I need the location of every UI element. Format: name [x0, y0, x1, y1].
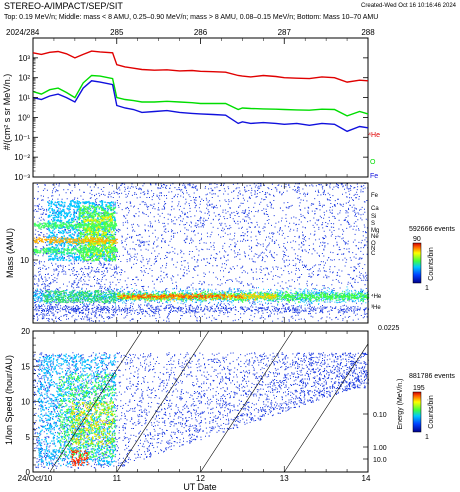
bottom-colorbar-label: Counts/bin [428, 395, 435, 429]
top-ytick-label: 10¹ [18, 94, 30, 103]
middle-species-streak [33, 220, 118, 230]
bottom-xtick-label: 14 [362, 474, 371, 483]
top-ytick-label: 10² [18, 74, 30, 83]
bottom-density-high [58, 373, 117, 459]
top-ytick-label: 10³ [18, 54, 30, 63]
middle-colorbar-label: Counts/bin [428, 247, 435, 281]
bottom-density-peak [70, 401, 114, 446]
species-mg: Mg [371, 228, 379, 234]
middle-events-count: 592666 events [409, 226, 455, 233]
species-he3: ³He [371, 305, 381, 311]
top-ytick-label: 10⁰ [18, 113, 30, 122]
dispersion-guide-line [200, 330, 293, 473]
legend-o: O [370, 159, 376, 166]
he4-band-peak [118, 293, 244, 300]
top-panel-frame [32, 37, 369, 178]
middle-colorbar-min: 1 [425, 285, 429, 292]
legend-he4: ⁴He [368, 132, 380, 139]
middle-ytick-10: 10 [20, 256, 29, 265]
series-line-O [32, 74, 369, 117]
bottom-panel-bg [33, 331, 368, 472]
he3-band [33, 303, 369, 316]
top-ytick-label: 10⁻¹ [14, 133, 30, 142]
top-ytick-label: 10⁻³ [14, 173, 30, 182]
chart-subtitle: Top: 0.19 MeV/n; Middle: mass < 8 AMU, 0… [4, 14, 379, 21]
species-n: N [371, 246, 375, 252]
bottom-xtick-label: 24/Oct/10 [18, 474, 53, 483]
dispersion-guide-line [49, 330, 143, 473]
doy-label: 285 [110, 28, 124, 37]
bottom-xtick-label: 12 [196, 474, 205, 483]
chart-title: STEREO-A/IMPACT/SEP/SIT [4, 1, 123, 11]
energy-axis-label: Energy (MeV/n.) [397, 379, 404, 430]
bottom-ylabel: 1/Ion Speed (hour/AU) [4, 355, 14, 445]
bottom-events-count: 881786 events [409, 373, 455, 380]
bottom-ytick-label: 20 [21, 327, 30, 336]
bottom-ytick-label: 0 [26, 468, 31, 477]
middle-ylabel: Mass (AMU) [5, 228, 15, 278]
bottom-density-hotspot [70, 449, 89, 467]
bottom-xlabel: UT Date [183, 482, 216, 492]
species-o: O [371, 241, 376, 247]
species-ca: Ca [371, 206, 379, 212]
series-line-Fe [32, 80, 369, 133]
bottom-density-low [33, 352, 369, 469]
bottom-panel: 0 5 10 15 20 24/Oct/10 11 12 13 14 0.0225 0.10 1.0… [4, 325, 455, 492]
energy-tick-label: 0.10 [373, 412, 387, 419]
he4-band-high [116, 292, 277, 302]
dispersion-guide-line [116, 330, 210, 473]
energy-tick-label: 10.0 [373, 457, 387, 464]
top-ylabel: #/(cm² s sr MeV/n.) [2, 74, 12, 151]
species-fe: Fe [371, 193, 379, 199]
early-low-mass-block [43, 290, 117, 304]
bottom-xtick-label: 13 [280, 474, 289, 483]
top-panel: 10³ 10² 10¹ 10⁰ 10⁻¹ 10⁻² 10⁻³ 2024/284 285 286 28… [2, 28, 380, 182]
doy-label: 287 [278, 28, 292, 37]
created-timestamp: Created-Wed Oct 16 10:16:46 2024 [361, 3, 456, 9]
energy-tick-label: 0.0225 [378, 325, 400, 332]
legend-fe: Fe [370, 173, 378, 180]
bottom-colorbar [412, 391, 422, 433]
bottom-colorbar-max: 195 [413, 385, 425, 392]
bottom-colorbar-min: 1 [425, 434, 429, 441]
bottom-ytick-label: 5 [26, 433, 31, 442]
species-s: S [371, 221, 375, 227]
species-si: Si [371, 214, 376, 220]
species-ne: Ne [371, 234, 379, 240]
middle-species-streak [33, 236, 119, 246]
dispersion-guide-line [283, 343, 369, 473]
middle-colorbar-max: 90 [413, 236, 421, 243]
bottom-ytick-label: 15 [21, 362, 30, 371]
top-ytick-label: 10⁻² [14, 153, 30, 162]
doy-label: 288 [361, 28, 375, 37]
doy-label: 2024/284 [6, 28, 40, 37]
bottom-xtick-label: 11 [113, 474, 122, 483]
species-he4: ⁴He [371, 293, 382, 300]
bottom-ytick-label: 10 [21, 398, 30, 407]
middle-panel: Mass (AMU) 10 Fe Ca Si S Mg Ne O N C ⁴He… [5, 182, 455, 324]
middle-colorbar [412, 242, 422, 284]
middle-species-streak [33, 245, 119, 256]
species-labels: Fe Ca Si S Mg Ne O N C ⁴He ³He [371, 193, 382, 311]
middle-density-peak [83, 215, 114, 256]
energy-tick-label: 1.00 [373, 445, 387, 452]
doy-label: 286 [194, 28, 208, 37]
species-c: C [371, 251, 376, 257]
series-line-He4 [32, 50, 369, 83]
